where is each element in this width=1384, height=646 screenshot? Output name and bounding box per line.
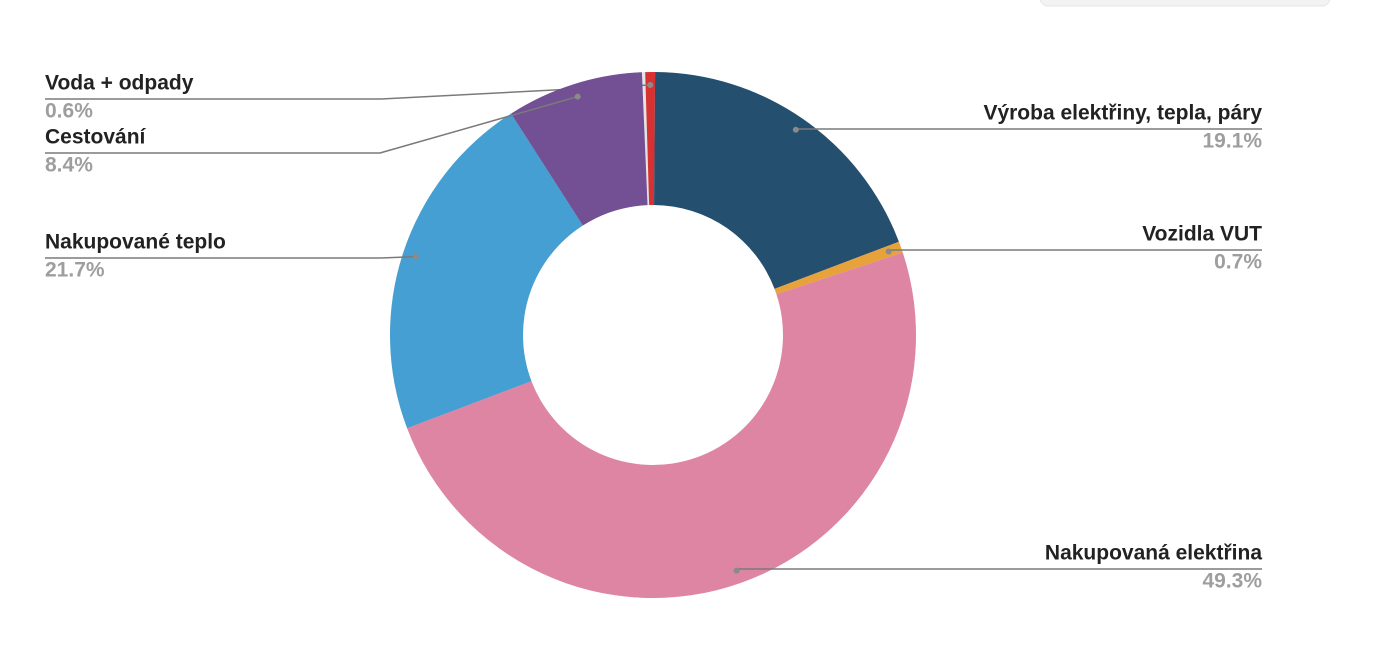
leader-dot (733, 567, 740, 574)
slice-value: 0.7% (1214, 251, 1262, 274)
leader-line (735, 568, 1262, 571)
slice-value: 8.4% (45, 154, 93, 177)
slice-name: Nakupované teplo (45, 231, 226, 254)
slice-value: 49.3% (1202, 570, 1262, 593)
leader-line (795, 128, 1262, 130)
leader-dot (792, 126, 799, 133)
slice-name: Výroba elektřiny, tepla, páry (983, 102, 1262, 125)
slice (390, 113, 583, 429)
leader-dot (885, 248, 892, 255)
leader-line (45, 95, 578, 154)
leader-line (887, 249, 1262, 252)
slice-value: 19.1% (1202, 130, 1262, 153)
slice-name: Voda + odpady (45, 72, 194, 95)
toolbar-shadow (1039, 0, 1331, 7)
slice (774, 241, 903, 295)
slice-value: 0.6% (45, 100, 93, 123)
leader-dot (647, 82, 654, 89)
slice-name: Vozidla VUT (1142, 223, 1262, 246)
slice (407, 252, 916, 598)
slice (511, 72, 648, 226)
slice-name: Cestování (45, 126, 147, 149)
slice (654, 72, 899, 289)
slice-name: Nakupovaná elektřina (1045, 542, 1262, 565)
slice (645, 72, 656, 206)
leader-dot (574, 93, 581, 100)
leader-line (45, 255, 416, 259)
slice-value: 21.7% (45, 259, 105, 282)
leader-dot (412, 253, 419, 260)
